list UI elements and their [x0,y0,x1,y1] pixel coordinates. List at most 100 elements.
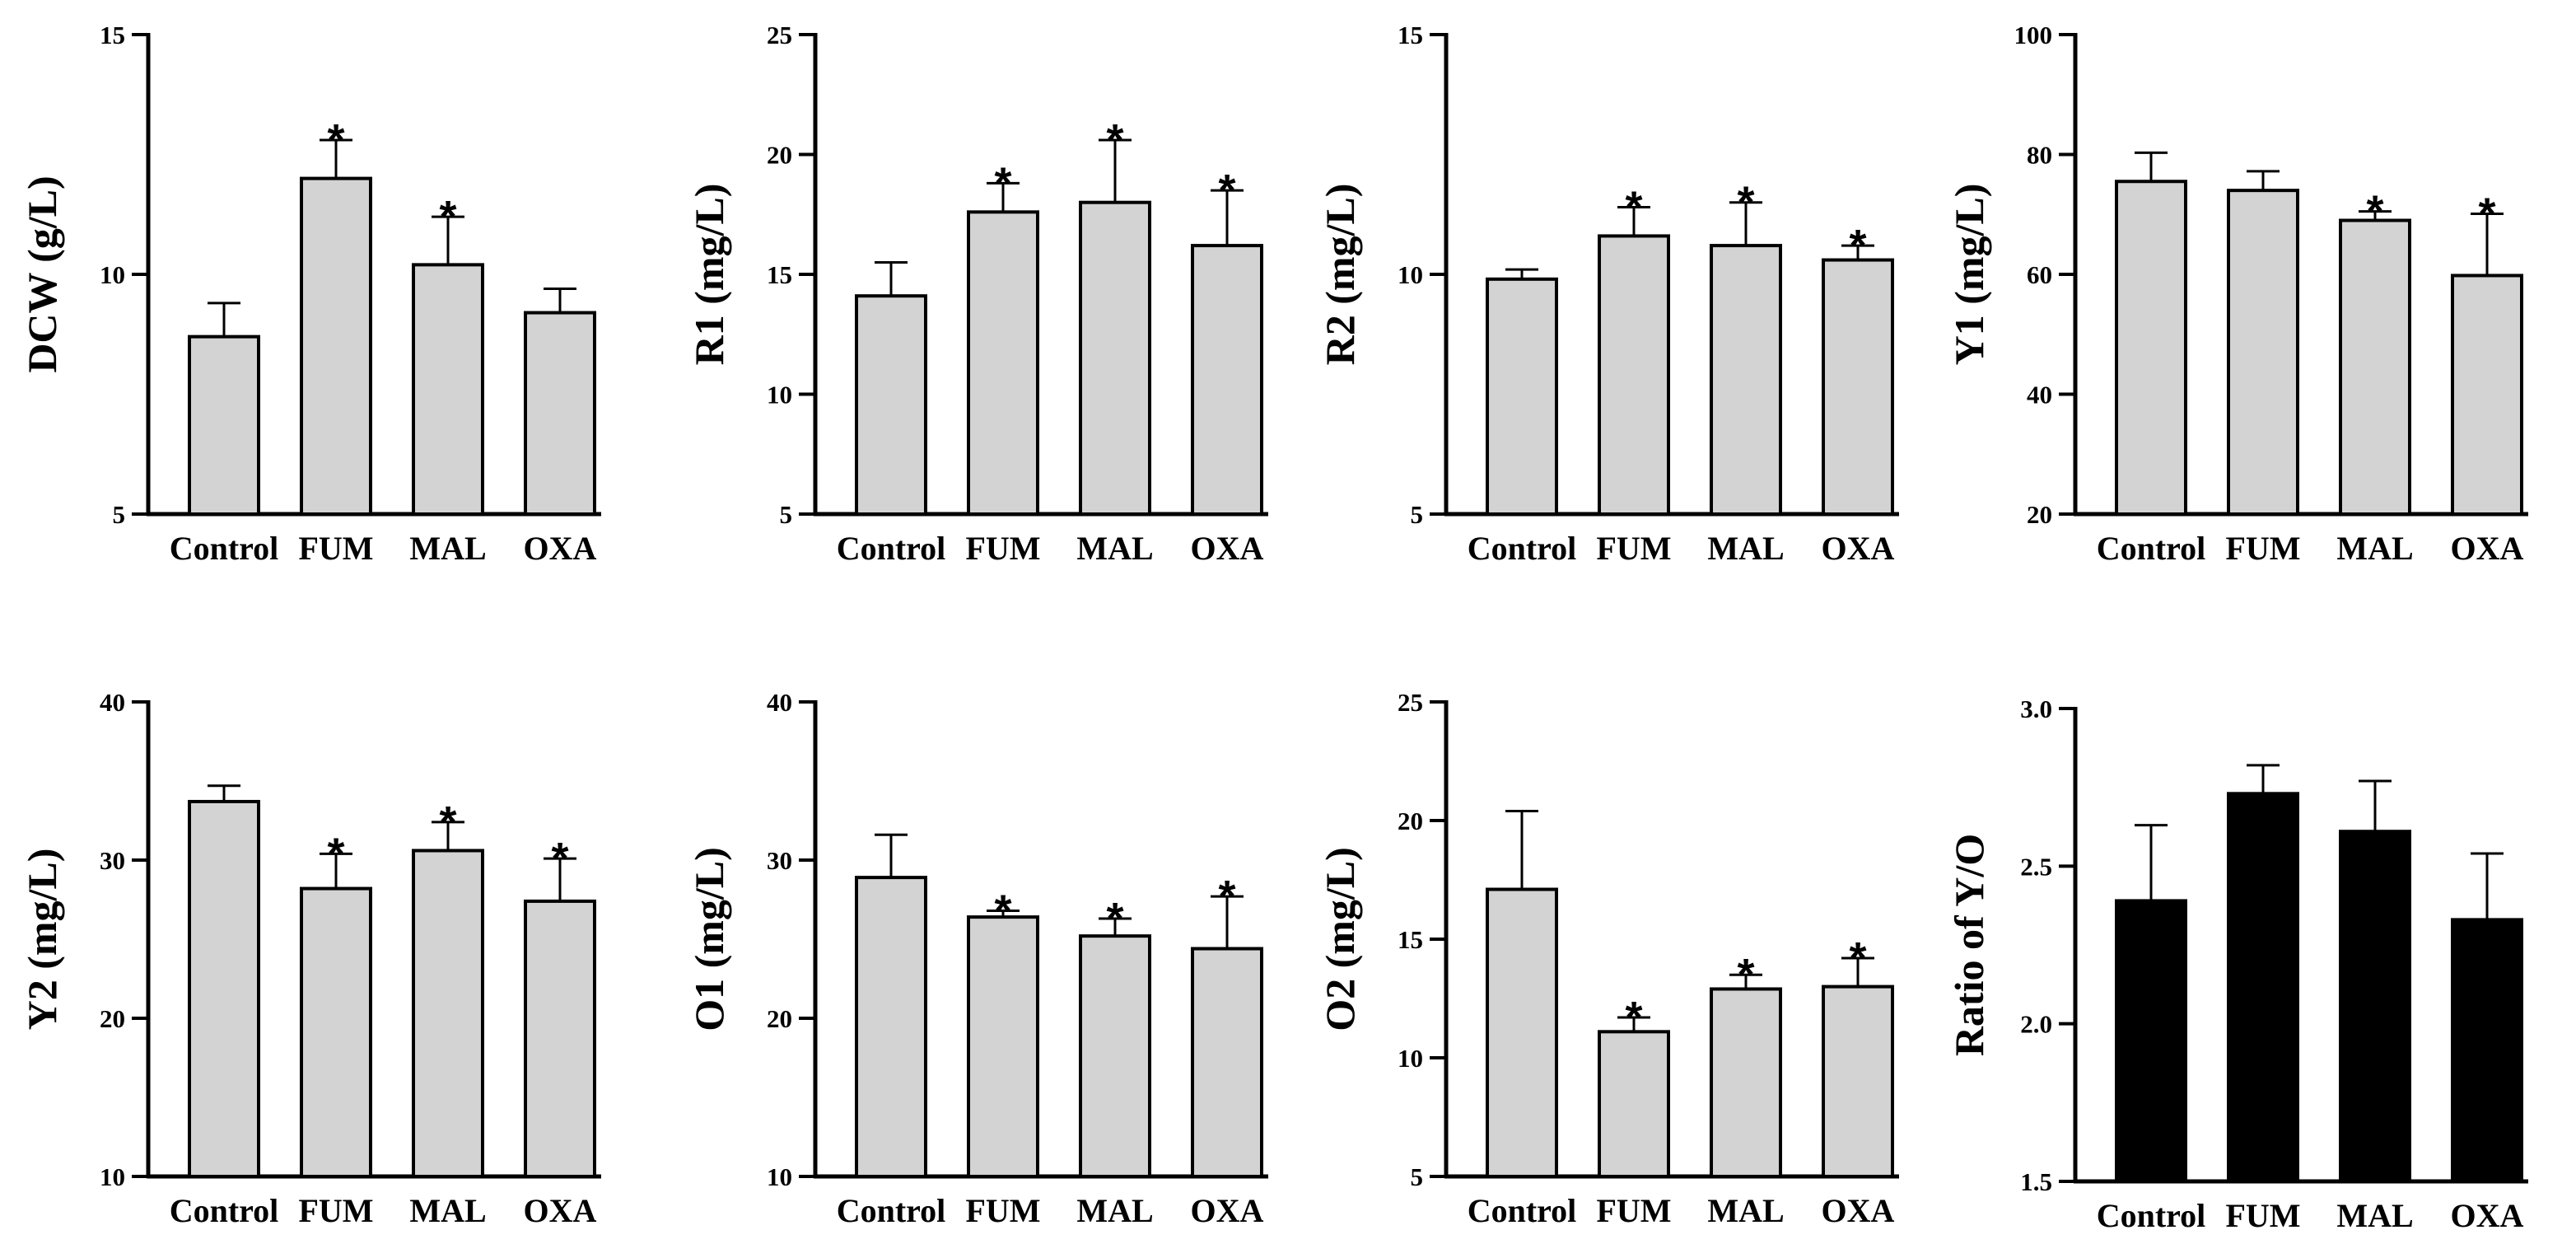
x-tick-label-fum: FUM [2225,530,2300,567]
y-tick-label: 5 [113,500,126,529]
y-tick-label: 40 [767,688,792,717]
x-tick-label-mal: MAL [409,1192,486,1229]
significance-star: * [1106,894,1123,943]
significance-star: * [439,797,456,847]
y-tick-label: 10 [767,381,792,409]
bar-mal [412,849,484,1178]
y-tick-label: 10 [100,260,125,289]
chart-y1: 20 40 60 80 100 Y1 (mg/L) Control FUM * MAL * OXA [1946,21,2528,567]
x-tick-label-oxa: OXA [2451,530,2524,567]
y-tick-label: 1.5 [2020,1167,2052,1196]
bar-control [855,876,927,1178]
x-tick-label-mal: MAL [2336,1197,2413,1234]
significance-star: * [1218,166,1235,215]
y-axis-title: R1 (mg/L) [686,184,732,366]
x-tick-label-fum: FUM [298,1192,373,1229]
y-tick-label: 25 [767,21,792,49]
significance-star: * [994,886,1011,935]
y-tick-label: 5 [780,500,793,529]
y-tick-label: 15 [1398,925,1423,954]
significance-star: * [1625,183,1642,232]
bar-fum [967,210,1039,516]
x-tick-label-fum: FUM [298,530,373,567]
bar-control [188,799,260,1179]
bar-oxa [524,899,596,1179]
x-tick-label-oxa: OXA [2451,1197,2524,1234]
y-tick-label: 10 [100,1162,125,1191]
significance-star: * [551,834,568,883]
bar-oxa [524,311,596,516]
significance-star: * [1737,178,1754,227]
bar-oxa [1191,244,1263,516]
y-tick-label: 10 [1398,1044,1423,1073]
y-tick-label: 10 [767,1162,792,1191]
x-tick-label-fum: FUM [1596,530,1671,567]
bar-fum [2227,189,2299,516]
y-axis-title: Y1 (mg/L) [1946,184,1992,366]
bar-oxa [1191,947,1263,1179]
y-tick-label: 10 [1398,260,1423,289]
y-tick-label: 80 [2027,141,2052,170]
significance-star: * [439,192,456,241]
x-tick-label-oxa: OXA [524,530,597,567]
y-tick-label: 40 [2027,381,2052,409]
y-tick-label: 2.5 [2020,852,2052,881]
x-tick-label-fum: FUM [2225,1197,2300,1234]
y-axis-title: Y2 (mg/L) [19,849,65,1031]
bar-oxa [1822,258,1894,516]
bar-oxa [2451,274,2523,516]
chart-r1: 5 10 15 20 25 R1 (mg/L) Control * FUM * MAL * OXA [686,21,1268,567]
x-tick-label-control: Control [837,530,946,567]
y-axis-title: Ratio of Y/O [1946,834,1992,1056]
y-tick-label: 20 [1398,807,1423,835]
x-tick-label-fum: FUM [1596,1192,1671,1229]
bar-fum [300,886,372,1179]
y-tick-label: 20 [2027,500,2052,529]
x-tick-label-fum: FUM [965,530,1040,567]
bar-mal [412,263,484,516]
y-tick-label: 30 [100,846,125,875]
bar-control [1486,277,1558,516]
significance-star: * [1218,872,1235,921]
x-tick-label-mal: MAL [1707,1192,1784,1229]
bar-control [1486,887,1558,1179]
x-tick-label-control: Control [2097,530,2206,567]
y-tick-label: 5 [1411,1162,1424,1191]
significance-star: * [994,158,1011,208]
bar-fum [1598,1030,1670,1178]
bar-control [2115,180,2187,517]
x-tick-label-mal: MAL [2336,530,2413,567]
chart-dcw: 5 10 15 DCW (g/L) Control * FUM * MAL OXA [19,21,601,567]
y-tick-label: 40 [100,688,125,717]
y-axis-title: O1 (mg/L) [686,847,732,1031]
bar-mal [1710,244,1782,516]
y-tick-label: 15 [1398,21,1423,49]
significance-star: * [2366,187,2383,236]
chart-ratio: 1.5 2.0 2.5 3.0 Ratio of Y/O Control FUM MAL OXA [1946,694,2528,1234]
y-axis-title: R2 (mg/L) [1317,184,1363,366]
y-tick-label: 3.0 [2020,694,2052,723]
bar-fum [1598,234,1670,516]
bar-mal [1079,200,1151,516]
y-tick-label: 100 [2014,21,2053,49]
bar-mal [1710,987,1782,1178]
bar-control [855,294,927,516]
bar-mal [2339,218,2411,516]
y-tick-label: 15 [767,260,792,289]
x-tick-label-control: Control [1468,530,1577,567]
significance-star: * [2478,189,2495,239]
x-tick-label-mal: MAL [1076,530,1153,567]
x-tick-label-mal: MAL [1707,530,1784,567]
significance-star: * [1849,221,1866,270]
chart-y2: 10 20 30 40 Y2 (mg/L) Control * FUM * MAL * OXA [19,688,601,1229]
significance-star: * [327,829,344,878]
y-tick-label: 15 [100,21,125,49]
x-tick-label-mal: MAL [1076,1192,1153,1229]
x-tick-label-control: Control [837,1192,946,1229]
x-tick-label-oxa: OXA [1191,1192,1264,1229]
y-axis-title: O2 (mg/L) [1317,847,1363,1031]
x-tick-label-oxa: OXA [1822,1192,1895,1229]
bar-control [188,334,260,516]
